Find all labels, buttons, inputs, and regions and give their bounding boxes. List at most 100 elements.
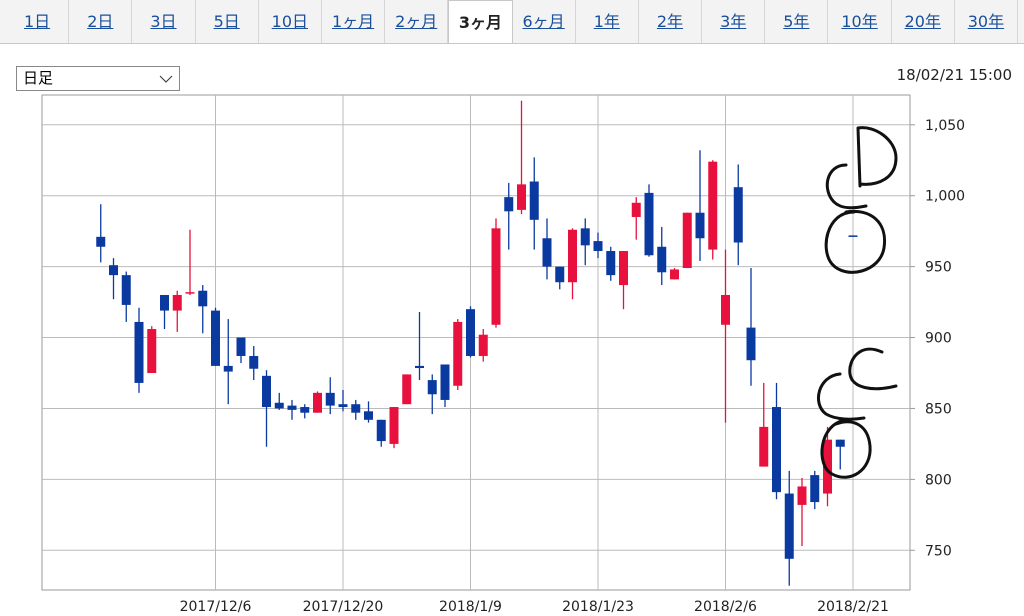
interval-select[interactable]: 日足 <box>16 66 180 91</box>
dropdown-arrow <box>159 75 173 83</box>
interval-select-label: 日足 <box>23 69 54 87</box>
candle-body <box>185 292 195 294</box>
candle-body <box>504 197 514 212</box>
candle-body <box>695 212 705 239</box>
period-tab[interactable]: 1年 <box>576 0 639 43</box>
x-tick-label: 2017/12/6 <box>180 599 252 615</box>
candle-body <box>606 251 616 276</box>
period-tab[interactable]: 30年 <box>955 0 1018 43</box>
y-tick-label: 1,050 <box>925 118 965 134</box>
period-tab[interactable]: 2ヶ月 <box>385 0 449 43</box>
annotation-d <box>856 126 898 188</box>
annotation-arc <box>817 372 866 421</box>
annotation-arc <box>825 163 868 210</box>
candle-body <box>784 493 794 559</box>
candle-body <box>147 329 157 373</box>
candle-body <box>351 404 361 413</box>
candle-body <box>109 265 118 276</box>
candle-body <box>440 364 450 400</box>
annotation-circle <box>820 418 872 479</box>
candle-body <box>121 275 131 305</box>
candle-body <box>453 321 463 386</box>
y-tick-label: 950 <box>925 260 952 276</box>
candle-body <box>211 310 220 366</box>
candle-body <box>389 407 399 444</box>
candle-body <box>631 202 641 217</box>
candle-body <box>568 229 577 283</box>
candle-body <box>772 407 781 493</box>
candle-body <box>364 411 373 420</box>
annotation-c <box>848 347 898 391</box>
period-tab[interactable]: 6ヶ月 <box>513 0 576 43</box>
candle-body <box>313 392 322 413</box>
candle-body <box>593 241 603 252</box>
plot-frame <box>41 94 911 591</box>
y-tick-label: 1,000 <box>925 189 965 205</box>
candle-body <box>721 294 730 325</box>
x-tick-label: 2018/1/23 <box>562 599 634 615</box>
candle-body <box>223 365 233 372</box>
hand-annotations <box>817 126 898 479</box>
candle-body <box>542 238 552 267</box>
period-tab[interactable]: 1ヶ月 <box>322 0 386 43</box>
x-tick-label: 2018/2/21 <box>817 599 889 615</box>
candle-body <box>746 327 756 361</box>
x-tick-label: 2018/2/6 <box>694 599 757 615</box>
candle-body <box>835 439 845 447</box>
candle-body <box>402 374 412 405</box>
candle-body <box>376 419 386 442</box>
candle-body <box>478 334 488 356</box>
candle-body <box>96 236 106 247</box>
candle-body <box>300 407 310 413</box>
y-tick-label: 800 <box>925 472 952 488</box>
candle-body <box>262 375 271 408</box>
period-tab[interactable]: 3日 <box>132 0 196 43</box>
x-tick-label: 2017/12/20 <box>303 599 384 615</box>
candle-body <box>466 309 475 356</box>
candle-body <box>517 184 526 210</box>
period-tab[interactable]: 5日 <box>196 0 259 43</box>
period-tab[interactable]: 10年 <box>828 0 892 43</box>
candle-body <box>529 181 539 220</box>
candle-body <box>848 235 858 237</box>
period-tab[interactable]: 20年 <box>892 0 955 43</box>
candle-body <box>797 486 807 505</box>
candle-body <box>733 187 743 243</box>
period-tab[interactable]: 3ヶ月 <box>448 0 513 43</box>
candle-body <box>287 405 297 410</box>
candle-body <box>198 290 208 307</box>
candle-body <box>236 337 246 356</box>
candle-body <box>670 269 679 280</box>
period-tab[interactable]: 5年 <box>765 0 829 43</box>
candle-body <box>810 475 820 503</box>
candle-body <box>427 380 437 395</box>
candle-body <box>160 294 169 311</box>
candle-body <box>249 355 259 369</box>
candle-body <box>682 212 692 269</box>
candle-body <box>657 246 667 273</box>
y-tick-label: 750 <box>925 543 952 559</box>
period-tab[interactable]: 2日 <box>69 0 133 43</box>
y-tick-label: 900 <box>925 331 952 347</box>
candle-body <box>644 192 654 256</box>
candle-body <box>134 321 144 383</box>
y-tick-label: 850 <box>925 401 952 417</box>
candle-body <box>580 228 590 246</box>
period-tab[interactable]: 10日 <box>259 0 322 43</box>
annotation-circle <box>824 209 887 274</box>
timestamp: 18/02/21 15:00 <box>896 66 1012 84</box>
x-tick-label: 2018/1/9 <box>439 599 502 615</box>
marks: 1,050 1,000 950 900 850 800 750 2017/12/6 2017/1… <box>42 95 965 615</box>
candle-body <box>491 228 501 325</box>
candle-body <box>325 392 335 406</box>
candle-body <box>338 404 348 408</box>
candle-body <box>274 402 284 409</box>
candle-body <box>555 266 565 283</box>
period-tab[interactable]: 2年 <box>639 0 703 43</box>
period-tab[interactable]: 3年 <box>702 0 766 43</box>
candle-body <box>172 294 182 311</box>
candle-body <box>759 426 769 467</box>
period-tab[interactable]: 1日 <box>6 0 70 43</box>
